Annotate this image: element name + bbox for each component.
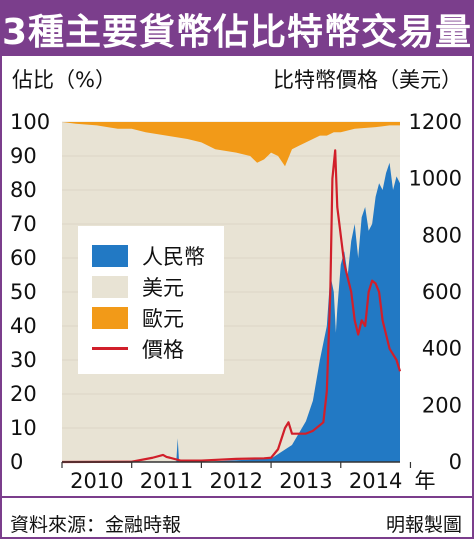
left-tick-label: 80 [10, 178, 37, 202]
legend-swatch-price [92, 347, 128, 350]
eur-share-area [62, 122, 400, 167]
left-tick-label: 50 [10, 280, 37, 304]
right-tick-label: 200 [422, 393, 462, 417]
right-axis-title: 比特幣價格（美元） [273, 68, 462, 92]
legend-item-cny: 人民幣 [92, 240, 224, 271]
left-tick-label: 40 [10, 314, 37, 338]
legend: 人民幣 美元 歐元 價格 [78, 226, 224, 374]
x-unit-label: 年 [415, 469, 436, 493]
cny-share-area [62, 162, 400, 463]
legend-swatch-usd [92, 275, 128, 298]
legend-label-price: 價格 [142, 337, 184, 362]
legend-item-eur: 歐元 [92, 302, 224, 333]
x-tick-label: 2013 [279, 469, 332, 493]
legend-label-usd: 美元 [142, 275, 184, 300]
price-line [61, 149, 402, 464]
right-tick-label: 0 [449, 450, 462, 474]
legend-swatch-cny [92, 244, 128, 267]
left-tick-label: 100 [10, 110, 50, 134]
right-tick-label: 800 [422, 223, 462, 247]
left-axis-title: 佔比（%） [12, 68, 116, 92]
right-tick-label: 1200 [409, 110, 462, 134]
left-tick-label: 30 [10, 348, 37, 372]
legend-item-price: 價格 [92, 333, 224, 364]
x-tick-label: 2010 [70, 469, 123, 493]
left-tick-label: 70 [10, 212, 37, 236]
right-tick-label: 400 [422, 337, 462, 361]
x-tick-label: 2014 [349, 469, 402, 493]
credit-note: 明報製圖 [385, 514, 462, 536]
right-tick-label: 600 [422, 280, 462, 304]
left-tick-label: 60 [10, 246, 37, 270]
right-tick-label: 1000 [409, 167, 462, 191]
source-note: 資料來源：金融時報 [10, 514, 182, 536]
footer: 資料來源：金融時報 明報製圖 [2, 496, 472, 537]
left-tick-label: 90 [10, 144, 37, 168]
x-tick-label: 2012 [210, 469, 263, 493]
x-tick-label: 2011 [140, 469, 193, 493]
left-tick-label: 0 [10, 450, 23, 474]
left-tick-label: 10 [10, 416, 37, 440]
chart-title: 3種主要貨幣佔比特幣交易量 [2, 2, 472, 56]
legend-label-eur: 歐元 [142, 306, 184, 331]
left-tick-label: 20 [10, 382, 37, 406]
legend-item-usd: 美元 [92, 271, 224, 302]
legend-label-cny: 人民幣 [142, 244, 205, 269]
legend-swatch-eur [92, 306, 128, 329]
